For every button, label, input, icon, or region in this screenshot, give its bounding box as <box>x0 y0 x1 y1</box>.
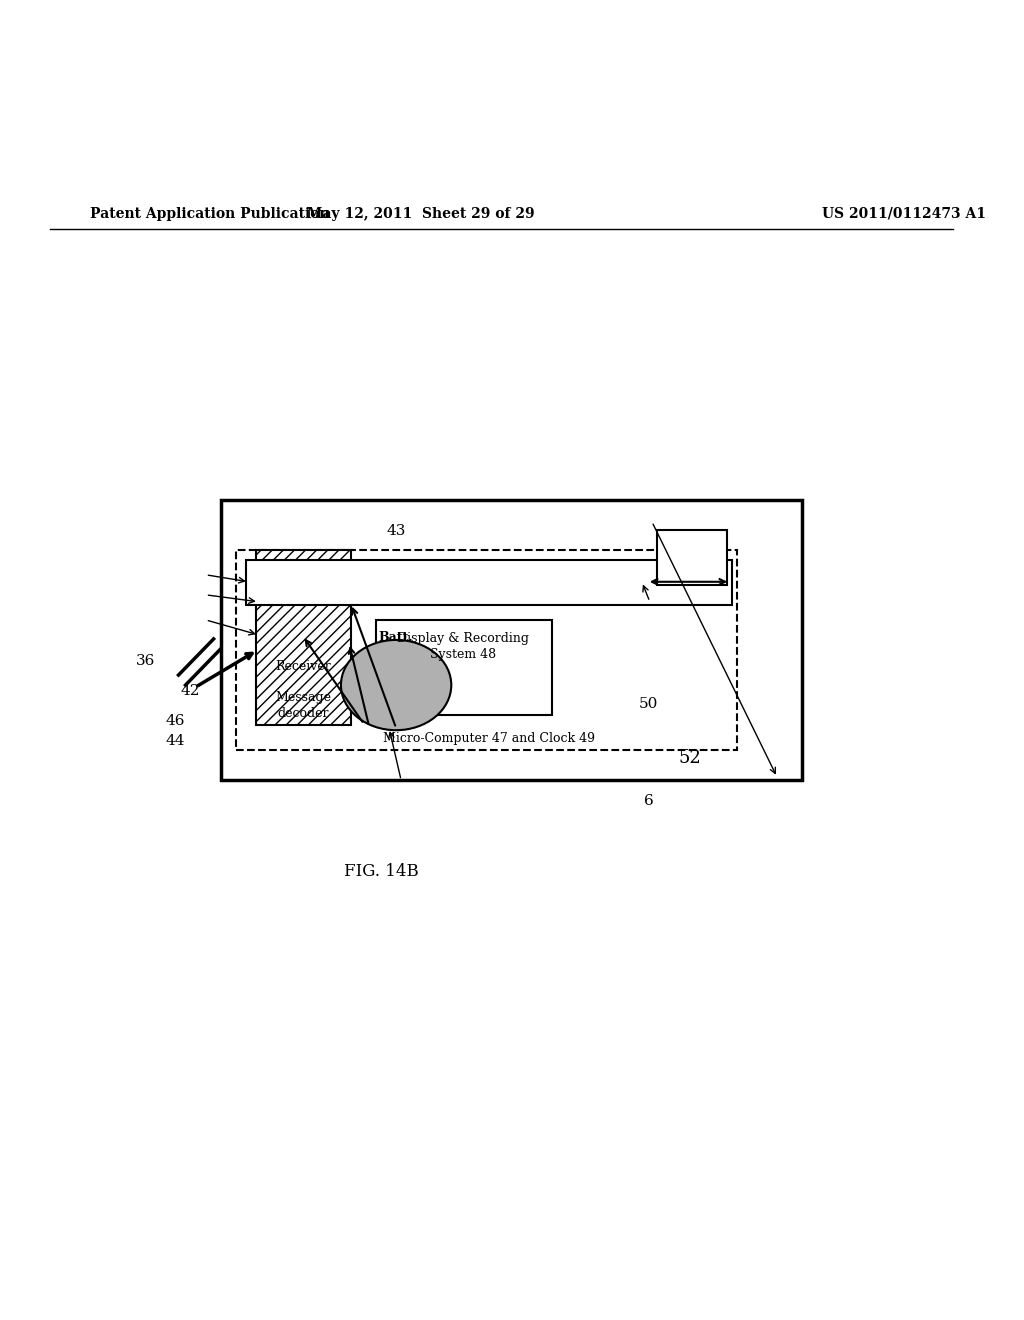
Text: 50: 50 <box>639 697 658 711</box>
Ellipse shape <box>341 640 452 730</box>
Bar <box>656 529 727 585</box>
Text: Micro-Computer 47 and Clock 49: Micro-Computer 47 and Clock 49 <box>383 731 595 744</box>
Bar <box>246 560 732 605</box>
Text: 42: 42 <box>181 684 201 698</box>
Text: 36: 36 <box>136 653 155 668</box>
Text: Message
decoder: Message decoder <box>274 690 331 719</box>
Text: Display & Recording
System 48: Display & Recording System 48 <box>397 632 529 661</box>
Bar <box>220 499 802 780</box>
Text: Receiver: Receiver <box>275 660 331 672</box>
Text: Batt.: Batt. <box>379 631 414 644</box>
Text: 6: 6 <box>644 795 653 808</box>
Bar <box>236 549 737 750</box>
Text: May 12, 2011  Sheet 29 of 29: May 12, 2011 Sheet 29 of 29 <box>307 207 535 220</box>
Text: 44: 44 <box>166 734 185 748</box>
Text: 43: 43 <box>386 524 406 537</box>
Text: Patent Application Publication: Patent Application Publication <box>90 207 330 220</box>
Text: 46: 46 <box>166 714 185 729</box>
Text: 52: 52 <box>679 750 701 767</box>
Bar <box>256 549 351 725</box>
Bar <box>376 620 552 715</box>
Text: FIG. 14B: FIG. 14B <box>344 862 419 879</box>
Text: US 2011/0112473 A1: US 2011/0112473 A1 <box>822 207 986 220</box>
